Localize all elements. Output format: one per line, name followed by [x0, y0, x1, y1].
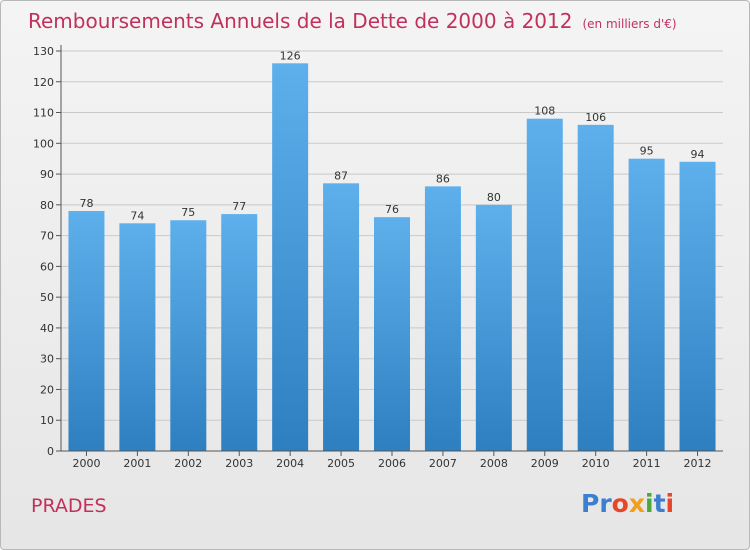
- data-labels: 78 74 75 77 126 87 76 86 80 108 106 95 94: [79, 49, 704, 222]
- y-tick-label: 10: [40, 414, 54, 427]
- y-tick-label: 120: [33, 76, 54, 89]
- bar: [170, 220, 207, 451]
- y-tick-label: 50: [40, 291, 54, 304]
- y-tick-label: 30: [40, 353, 54, 366]
- y-tick-label: 20: [40, 383, 54, 396]
- x-tick-label: 2010: [582, 457, 610, 470]
- bars: [68, 63, 716, 452]
- x-tick-label: 2001: [123, 457, 151, 470]
- bar: [272, 63, 309, 452]
- data-label: 76: [385, 203, 399, 216]
- bar: [679, 161, 716, 451]
- x-tick-label: 2003: [225, 457, 253, 470]
- y-tick-label: 80: [40, 199, 54, 212]
- unit-note: (en milliers d'€): [582, 17, 677, 31]
- chart-title: Remboursements Annuels de la Dette de 20…: [28, 9, 677, 33]
- data-label: 78: [79, 197, 93, 210]
- proxiti-logo: Proxiti: [581, 489, 675, 518]
- y-tick-label: 130: [33, 45, 54, 58]
- y-tick-label: 100: [33, 137, 54, 150]
- y-tick-label: 110: [33, 107, 54, 120]
- data-label: 94: [691, 148, 705, 161]
- bar: [68, 211, 105, 451]
- data-label: 108: [534, 105, 555, 118]
- bar: [526, 118, 563, 451]
- y-tick-label: 40: [40, 322, 54, 335]
- data-label: 86: [436, 172, 450, 185]
- x-tick-label: 2005: [327, 457, 355, 470]
- y-tick-labels: 0 10 20 30 40 50 60 70 80 90 100 110 120 130: [33, 45, 54, 458]
- x-tick-label: 2012: [684, 457, 712, 470]
- data-label: 126: [280, 49, 301, 62]
- y-tick-label: 70: [40, 230, 54, 243]
- bar: [577, 124, 614, 451]
- title-text: Remboursements Annuels de la Dette de 20…: [28, 9, 573, 33]
- x-tick-label: 2002: [174, 457, 202, 470]
- data-label: 95: [640, 145, 654, 158]
- y-tick-label: 60: [40, 260, 54, 273]
- x-tick-label: 2011: [633, 457, 661, 470]
- bar: [221, 214, 258, 451]
- bar: [628, 158, 665, 451]
- data-label: 75: [181, 206, 195, 219]
- data-label: 77: [232, 200, 246, 213]
- bar: [374, 217, 410, 451]
- x-tick-label: 2004: [276, 457, 304, 470]
- bar-chart: 0 10 20 30 40 50 60 70 80 90 100 110 120 130 78 74 75 77…: [33, 45, 723, 470]
- bar: [323, 183, 360, 452]
- bar: [424, 186, 461, 451]
- data-label: 80: [487, 191, 501, 204]
- x-tick-labels: 2000 2001 2002 2003 2004 2005 2006 2007 2008 2009…: [72, 457, 711, 470]
- bar: [475, 204, 512, 451]
- data-label: 74: [130, 209, 144, 222]
- bar: [119, 223, 156, 451]
- data-label: 87: [334, 169, 348, 182]
- x-tick-label: 2009: [531, 457, 559, 470]
- x-tick-label: 2000: [72, 457, 100, 470]
- y-tick-label: 0: [47, 445, 54, 458]
- y-tick-label: 90: [40, 168, 54, 181]
- x-tick-label: 2007: [429, 457, 457, 470]
- x-tick-label: 2006: [378, 457, 406, 470]
- x-tick-label: 2008: [480, 457, 508, 470]
- axes: [56, 45, 723, 456]
- place-name: PRADES: [31, 495, 107, 517]
- data-label: 106: [585, 111, 606, 124]
